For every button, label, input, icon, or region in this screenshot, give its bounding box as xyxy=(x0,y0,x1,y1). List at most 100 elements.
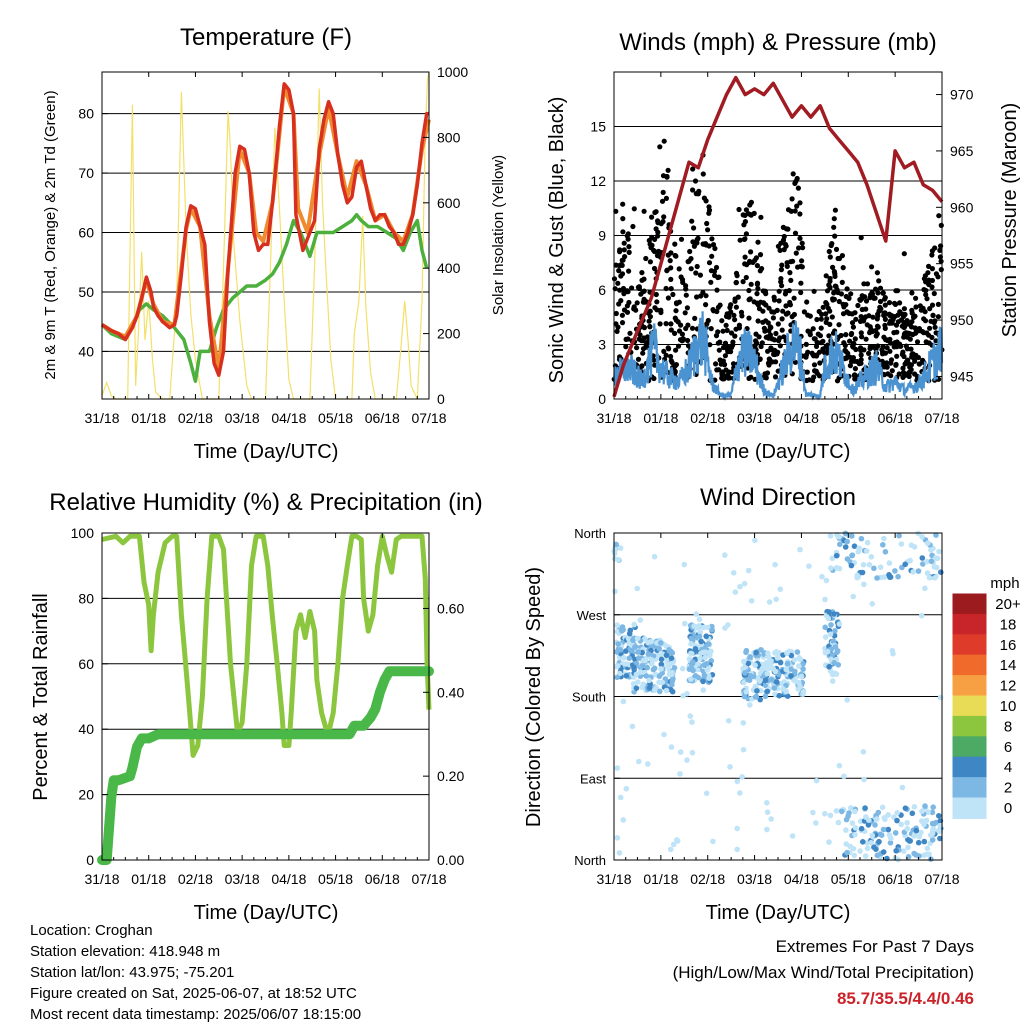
gust-point xyxy=(799,258,805,264)
gust-point xyxy=(668,353,674,360)
gust-point xyxy=(721,362,728,368)
direction-point xyxy=(921,821,927,828)
gust-point xyxy=(834,287,840,293)
direction-point xyxy=(614,765,621,771)
direction-point xyxy=(889,647,896,654)
direction-point xyxy=(921,852,927,858)
gust-point xyxy=(771,297,778,303)
direction-point xyxy=(819,573,825,580)
direction-point xyxy=(796,679,802,686)
gust-point xyxy=(894,329,900,335)
direction-point xyxy=(843,827,849,833)
gust-point xyxy=(703,198,709,204)
direction-point xyxy=(727,764,733,770)
direction-point xyxy=(776,692,783,699)
direction-point xyxy=(927,832,934,838)
x-tick-label: 07/18 xyxy=(411,871,446,887)
direction-point xyxy=(915,839,922,846)
station-info: Location: Croghan Station elevation: 418… xyxy=(30,920,361,1025)
gust-point xyxy=(881,364,888,370)
gust-point xyxy=(742,261,748,267)
direction-point xyxy=(773,679,780,685)
winds-left-axis: 0 3 6 9 12 15 xyxy=(590,119,620,407)
direction-point xyxy=(788,673,794,679)
gust-point xyxy=(879,347,885,353)
direction-point xyxy=(669,681,675,688)
direction-point xyxy=(725,718,732,724)
gust-point xyxy=(673,362,680,368)
gust-point xyxy=(637,332,643,338)
direction-point xyxy=(692,646,699,652)
gust-point xyxy=(775,243,782,249)
direction-point xyxy=(695,625,701,631)
gust-point xyxy=(732,296,738,302)
direction-point xyxy=(784,660,791,667)
direction-point xyxy=(906,838,913,844)
direction-point xyxy=(643,673,650,679)
x-tick-label: 01/18 xyxy=(643,410,678,426)
gust-point xyxy=(832,233,838,239)
gust-point xyxy=(746,287,752,294)
y2-tick-label: 960 xyxy=(950,199,974,215)
direction-point xyxy=(898,821,904,828)
gust-point xyxy=(654,253,661,259)
direction-point xyxy=(677,749,684,755)
direction-point xyxy=(611,550,618,557)
gust-point xyxy=(688,266,694,272)
gust-point xyxy=(875,290,881,296)
direction-point xyxy=(684,757,690,763)
gust-point xyxy=(736,325,743,331)
gust-point xyxy=(629,285,635,291)
gust-point xyxy=(667,258,673,264)
gust-point xyxy=(660,189,666,195)
direction-point xyxy=(842,544,849,550)
gust-point xyxy=(728,330,735,336)
gust-point xyxy=(651,265,658,272)
gust-point xyxy=(652,236,658,242)
direction-point xyxy=(886,832,893,838)
x-tick-label: 07/18 xyxy=(924,410,959,426)
gust-point xyxy=(799,240,805,246)
gust-point xyxy=(836,298,842,305)
gust-point xyxy=(807,313,813,319)
gust-point xyxy=(828,242,834,249)
direction-point xyxy=(669,650,676,656)
gust-point xyxy=(773,330,779,337)
y-tick-label: 20 xyxy=(78,787,94,803)
direction-point xyxy=(617,647,624,653)
direction-point xyxy=(833,565,840,571)
gust-point xyxy=(747,296,753,302)
gust-point xyxy=(903,343,909,349)
direction-point xyxy=(768,658,774,664)
direction-point xyxy=(620,817,627,823)
winds-right-axis: 945 950 955 960 965 970 xyxy=(936,87,974,384)
gust-point xyxy=(935,301,942,307)
gust-point xyxy=(922,318,929,324)
x-tick-label: 04/18 xyxy=(784,410,819,426)
gust-point xyxy=(626,244,632,250)
direction-point xyxy=(822,596,828,603)
direction-point xyxy=(895,573,901,580)
gust-point xyxy=(776,298,782,304)
gust-point xyxy=(798,289,804,296)
gust-point xyxy=(938,267,944,273)
gust-point xyxy=(818,325,824,331)
gust-point xyxy=(690,187,696,193)
latlon-text: Station lat/lon: 43.975; -75.201 xyxy=(30,964,235,981)
direction-point xyxy=(851,543,858,549)
gust-point xyxy=(841,304,847,310)
gust-point xyxy=(788,277,794,283)
gust-point xyxy=(779,283,785,289)
gust-point xyxy=(635,356,642,362)
direction-point xyxy=(868,554,875,560)
gust-point xyxy=(889,368,895,374)
gust-point xyxy=(785,226,791,232)
direction-point xyxy=(909,810,916,817)
gust-point xyxy=(641,296,647,302)
direction-point xyxy=(740,720,747,726)
direction-point xyxy=(848,805,854,811)
gust-point xyxy=(724,327,730,333)
gust-point xyxy=(694,294,700,300)
direction-point xyxy=(753,649,759,656)
direction-point xyxy=(874,575,880,581)
